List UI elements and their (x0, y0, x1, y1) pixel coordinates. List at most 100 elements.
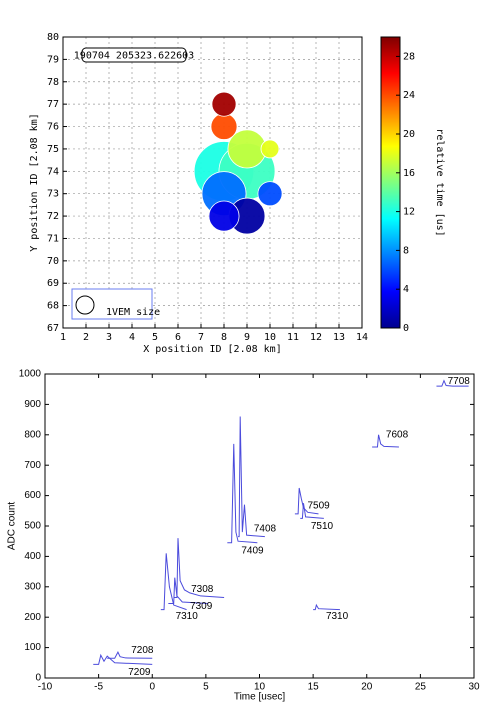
x-tick-label: 4 (129, 332, 135, 343)
x-tick-label: 3 (106, 332, 112, 343)
x-tick-label: 10 (254, 682, 266, 693)
x-tick-label: 30 (468, 682, 480, 693)
y-tick-label: 74 (47, 166, 59, 177)
y-axis-label: Y position ID [2.08 km] (29, 113, 40, 251)
trace-label: 7308 (191, 584, 214, 595)
y-tick-label: 80 (47, 32, 59, 43)
annotation-box (81, 47, 187, 63)
x-tick-label: 5 (203, 682, 209, 693)
x-tick-label: 13 (333, 332, 345, 343)
x-tick-label: 6 (175, 332, 181, 343)
trace (173, 538, 225, 598)
trace-label: 7509 (307, 500, 330, 511)
trace-label: 7409 (241, 545, 264, 556)
x-tick-label: 12 (310, 332, 322, 343)
y-axis-label: ADC count (7, 502, 18, 551)
y-tick-label: 77 (47, 99, 59, 110)
y-tick-label: 78 (47, 77, 59, 88)
x-axis-label: Time [usec] (234, 692, 286, 703)
trace-chart: -10 -5 0 5 10 15 20 25 3001002003004005006007008… (7, 369, 480, 703)
bubble (260, 139, 280, 159)
colorbar-tick-label: 8 (403, 245, 409, 256)
trace-label: 7310 (176, 611, 199, 622)
y-tick-label: 75 (47, 144, 59, 155)
trace-label: 7408 (254, 523, 277, 534)
trace-label: 7608 (386, 430, 409, 441)
y-tick-label: 73 (47, 189, 59, 200)
legend-bubble (75, 295, 95, 315)
trace (294, 487, 319, 515)
colorbar-tick-label: 4 (403, 284, 409, 295)
x-tick-label: 5 (152, 332, 158, 343)
y-tick-label: 69 (47, 278, 59, 289)
y-tick-label: 68 (47, 301, 59, 312)
colorbar-tick-label: 28 (403, 51, 415, 62)
x-tick-label: 9 (244, 332, 250, 343)
y-tick-label: 800 (24, 429, 41, 440)
y-tick-label: 71 (47, 233, 59, 244)
trace-label: 7208 (131, 645, 154, 656)
x-tick-label: 14 (356, 332, 368, 343)
bubbles (193, 91, 283, 235)
trace (436, 379, 469, 387)
trace-label: 7310 (326, 611, 349, 622)
trace (160, 553, 187, 611)
y-tick-label: 500 (24, 521, 41, 532)
plot-frame (62, 36, 363, 329)
colorbar-tick-label: 20 (403, 129, 415, 140)
x-tick-label: -10 (38, 682, 53, 693)
y-tick-label: 76 (47, 122, 59, 133)
colorbar-tick-label: 0 (403, 323, 409, 334)
trace-label: 7510 (311, 521, 334, 532)
y-tick-label: 200 (24, 612, 41, 623)
x-tick-label: 20 (361, 682, 373, 693)
x-tick-label: 1 (60, 332, 66, 343)
x-axis-label: X position ID [2.08 km] (143, 344, 281, 355)
legend-label: 1VEM size (106, 307, 160, 318)
y-tick-label: 79 (47, 54, 59, 65)
trace (300, 503, 324, 519)
x-tick-label: 8 (221, 332, 227, 343)
bubble (257, 181, 283, 207)
bubble (208, 200, 240, 232)
trace (168, 577, 209, 605)
trace-label: 7309 (190, 601, 213, 612)
trace (227, 443, 258, 544)
y-tick-label: 600 (24, 490, 41, 501)
y-tick-label: 0 (35, 673, 41, 684)
y-tick-label: 400 (24, 551, 41, 562)
x-tick-label: 7 (198, 332, 204, 343)
y-tick-label: 300 (24, 581, 41, 592)
y-tick-label: 70 (47, 256, 59, 267)
colorbar (380, 36, 401, 329)
trace (93, 653, 153, 665)
x-tick-label: 2 (83, 332, 89, 343)
x-tick-label: 10 (264, 332, 276, 343)
y-tick-label: 72 (47, 211, 59, 222)
trace (107, 651, 153, 659)
x-tick-label: 15 (308, 682, 320, 693)
x-tick-label: 11 (287, 332, 299, 343)
trace-label: 7708 (448, 376, 471, 387)
trace (313, 603, 340, 611)
y-tick-label: 700 (24, 460, 41, 471)
y-tick-label: 900 (24, 399, 41, 410)
annotation: 190704 205323.622603 (74, 51, 194, 62)
trace (372, 434, 399, 448)
trace-label: 7209 (128, 667, 151, 678)
y-tick-label: 67 (47, 323, 59, 334)
bubble (210, 113, 238, 140)
colorbar-tick-label: 24 (403, 90, 415, 101)
x-tick-label: 0 (149, 682, 155, 693)
y-tick-label: 100 (24, 642, 41, 653)
y-tick-label: 1000 (19, 369, 42, 380)
colorbar-label: relative time [us] (434, 128, 445, 236)
colorbar-tick-label: 16 (403, 168, 415, 179)
trace (238, 416, 265, 538)
colorbar-tick-label: 12 (403, 207, 415, 218)
x-tick-label: -5 (94, 682, 103, 693)
bubble (211, 91, 237, 117)
x-tick-label: 25 (415, 682, 427, 693)
